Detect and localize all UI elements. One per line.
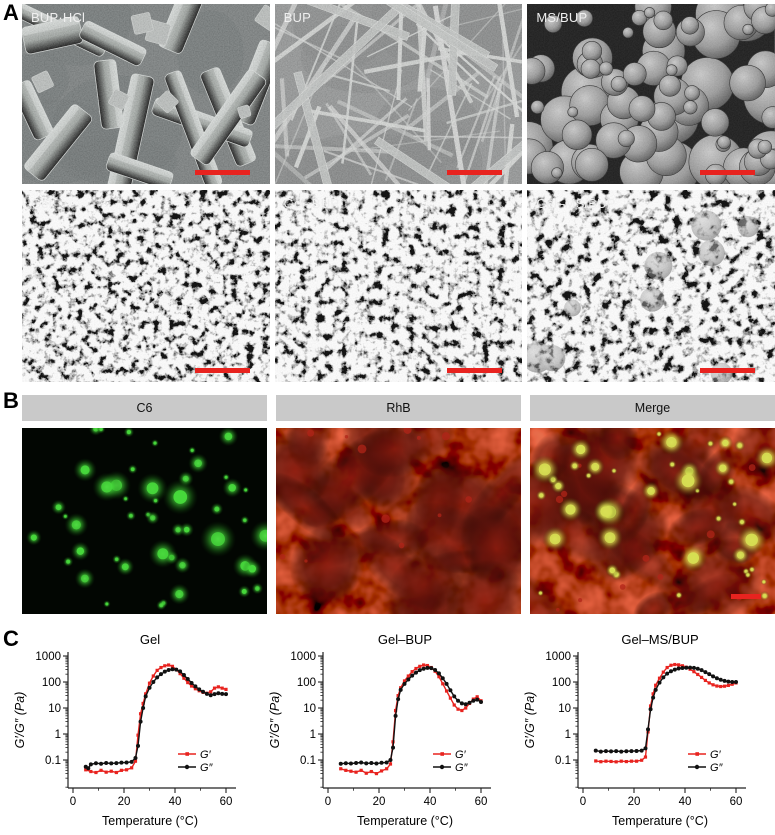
scale-bar	[194, 368, 250, 373]
svg-text:G″: G″	[455, 762, 469, 774]
svg-text:0: 0	[325, 796, 331, 808]
sem-micrograph	[527, 4, 775, 184]
y-axis-label: G′/G″ (Pa)	[13, 692, 27, 749]
scale-bar	[731, 594, 761, 599]
sem-image-gel-ms-bup: Gel–MS/BUP	[527, 190, 775, 382]
scale-bar	[700, 368, 755, 373]
svg-text:G′: G′	[710, 749, 722, 761]
panel-a-grid: BUP·HCl BUP MS/BUP Gel Gel–BUP Gel–MS/BU…	[22, 4, 775, 382]
fluorescence-header-rhb: RhB	[276, 395, 521, 421]
svg-text:G″: G″	[710, 762, 724, 774]
svg-text:60: 60	[475, 796, 488, 808]
chart-canvas: Gel–BUP Temperature (°C) G′/G″ (Pa) 1000…	[268, 632, 491, 828]
svg-text:G′: G′	[200, 749, 212, 761]
svg-text:60: 60	[220, 796, 233, 808]
y-axis-label: G′/G″ (Pa)	[523, 692, 537, 749]
fluorescence-image-merge	[530, 428, 775, 614]
chart-title: Gel	[140, 632, 160, 647]
y-axis-label: G′/G″ (Pa)	[268, 692, 282, 749]
chart-title: Gel–BUP	[378, 632, 432, 647]
fluorescence-micrograph	[530, 428, 775, 614]
plot-area: 1000 100 10 1 0.1 0 20 40 60 G′G″	[35, 651, 236, 808]
svg-text:10: 10	[303, 703, 316, 715]
svg-text:10: 10	[48, 703, 61, 715]
rheology-chart-gel-ms-bup: Gel–MS/BUP Temperature (°C) G′/G″ (Pa) 1…	[520, 630, 775, 835]
sem-micrograph	[274, 4, 523, 184]
svg-text:1: 1	[565, 729, 571, 741]
panel-b-grid	[22, 428, 775, 614]
svg-text:1: 1	[55, 729, 61, 741]
sem-image-bup-hcl: BUP·HCl	[22, 4, 270, 184]
fluorescence-micrograph	[276, 428, 521, 614]
chart-canvas: Gel–MS/BUP Temperature (°C) G′/G″ (Pa) 1…	[523, 632, 746, 828]
sem-image-label: Gel–MS/BUP	[536, 196, 616, 211]
sem-image-label: BUP	[283, 10, 311, 25]
scale-bar	[447, 368, 503, 373]
sem-micrograph	[22, 4, 270, 184]
svg-text:1000: 1000	[545, 651, 571, 663]
chart-title: Gel–MS/BUP	[621, 632, 698, 647]
rheology-chart-gel-bup: Gel–BUP Temperature (°C) G′/G″ (Pa) 1000…	[265, 630, 520, 835]
x-axis-label: Temperature (°C)	[102, 814, 198, 828]
svg-text:100: 100	[297, 677, 316, 689]
svg-text:20: 20	[373, 796, 386, 808]
panel-b-headers: C6 RhB Merge	[22, 395, 775, 421]
svg-text:0: 0	[70, 796, 76, 808]
svg-text:10: 10	[558, 703, 571, 715]
sem-image-gel: Gel	[22, 190, 270, 382]
panel-c-label: C	[3, 626, 19, 651]
panel-b-label: B	[3, 388, 19, 413]
plot-area: 1000 100 10 1 0.1 0 20 40 60 G′G″	[290, 651, 491, 808]
svg-text:1: 1	[310, 729, 316, 741]
svg-text:0.1: 0.1	[300, 755, 316, 767]
sem-image-gel-bup: Gel–BUP	[274, 190, 523, 382]
scale-bar	[700, 170, 755, 175]
sem-image-label: BUP·HCl	[31, 10, 86, 25]
fluorescence-image-c6	[22, 428, 267, 614]
svg-text:G′: G′	[455, 749, 467, 761]
scale-bar	[194, 170, 250, 175]
svg-text:0.1: 0.1	[45, 755, 61, 767]
rheology-chart-gel: Gel Temperature (°C) G′/G″ (Pa) 1000 100 1…	[10, 630, 265, 835]
sem-image-label: Gel–BUP	[283, 196, 340, 211]
svg-text:G″: G″	[200, 762, 214, 774]
fluorescence-image-rhb	[276, 428, 521, 614]
svg-text:0.1: 0.1	[555, 755, 571, 767]
sem-micrograph	[527, 190, 775, 382]
x-axis-label: Temperature (°C)	[612, 814, 708, 828]
svg-text:100: 100	[42, 677, 61, 689]
x-axis-label: Temperature (°C)	[357, 814, 453, 828]
fluorescence-micrograph	[22, 428, 267, 614]
svg-text:40: 40	[679, 796, 692, 808]
panel-c-charts: Gel Temperature (°C) G′/G″ (Pa) 1000 100 1…	[10, 630, 775, 835]
sem-micrograph	[274, 190, 523, 382]
scale-bar	[447, 170, 503, 175]
svg-text:60: 60	[730, 796, 743, 808]
sem-image-ms-bup: MS/BUP	[527, 4, 775, 184]
sem-image-label: Gel	[31, 196, 52, 211]
svg-text:1000: 1000	[35, 651, 61, 663]
svg-text:1000: 1000	[290, 651, 316, 663]
sem-image-label: MS/BUP	[536, 10, 588, 25]
svg-text:40: 40	[424, 796, 437, 808]
svg-text:40: 40	[169, 796, 182, 808]
svg-text:20: 20	[118, 796, 131, 808]
svg-text:20: 20	[628, 796, 641, 808]
panel-a-label: A	[3, 0, 19, 25]
svg-text:100: 100	[552, 677, 571, 689]
fluorescence-header-merge: Merge	[530, 395, 775, 421]
svg-text:0: 0	[580, 796, 586, 808]
fluorescence-header-c6: C6	[22, 395, 267, 421]
sem-micrograph	[22, 190, 270, 382]
sem-image-bup: BUP	[274, 4, 523, 184]
plot-area: 1000 100 10 1 0.1 0 20 40 60 G′G″	[545, 651, 746, 808]
chart-canvas: Gel Temperature (°C) G′/G″ (Pa) 10001001…	[13, 632, 236, 828]
